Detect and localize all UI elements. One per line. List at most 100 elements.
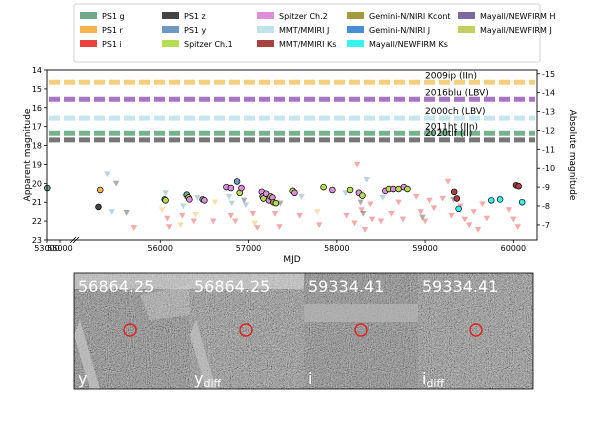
legend-label: Gemini-N/NIRI Kcont xyxy=(369,12,451,21)
upper-limit-marker xyxy=(315,222,323,229)
detection-marker xyxy=(291,189,298,197)
cutout-band-label: i xyxy=(308,369,312,388)
y-right-tick-label: -7 xyxy=(542,221,550,230)
x-tick-label: 60000 xyxy=(501,244,526,253)
legend-label: MMT/MMIRI Ks xyxy=(279,40,336,49)
upper-limit-marker xyxy=(357,199,364,206)
upper-limit-marker xyxy=(361,227,369,233)
legend-swatch xyxy=(347,26,364,33)
cutout-mjd-label: 56864.25 xyxy=(194,277,270,296)
y-right-tick-label: -8 xyxy=(542,202,550,211)
legend-label: MMT/MMIRI J xyxy=(279,26,329,35)
legend-swatch xyxy=(257,40,274,47)
upper-limit-marker xyxy=(298,193,305,200)
upper-limit-marker xyxy=(351,220,358,227)
detection-marker xyxy=(227,184,235,192)
upper-limit-marker xyxy=(180,203,187,210)
detection-marker xyxy=(96,186,104,194)
upper-limit-marker xyxy=(419,214,426,221)
y-tick-label: 17 xyxy=(32,123,42,132)
legend-swatch xyxy=(162,40,179,47)
detection-marker xyxy=(329,186,336,194)
upper-limit-marker xyxy=(342,190,349,196)
detection-marker xyxy=(162,197,169,204)
light-curve-plot: 2009ip (IIn)2016blu (LBV)2000ch (LBV)201… xyxy=(23,66,577,265)
upper-limit-marker xyxy=(276,224,283,230)
legend-label: PS1 i xyxy=(102,40,122,49)
upper-limit-marker xyxy=(225,193,233,200)
legend-label: PS1 r xyxy=(102,26,124,35)
detection-marker xyxy=(488,197,495,204)
upper-limit-marker xyxy=(358,207,365,213)
y-right-tick-label: -14 xyxy=(542,89,555,98)
y-tick-label: 20 xyxy=(32,179,42,188)
upper-limit-marker xyxy=(377,218,385,225)
upper-limit-marker xyxy=(444,178,452,185)
legend-label: Mayall/NEWFIRM J xyxy=(480,26,552,35)
legend-swatch xyxy=(458,26,475,33)
detection-marker xyxy=(453,195,461,202)
cutout-panel: 59334.41 i xyxy=(304,273,418,389)
detection-marker xyxy=(272,199,280,207)
upper-limit-marker xyxy=(343,212,350,219)
y-axis-right-ticks: -15 -14 -13 -12 -11 -10 -9 -8 -7 xyxy=(537,70,555,230)
upper-limit-markers xyxy=(104,161,521,233)
reference-label: 2000ch (LBV) xyxy=(425,107,486,117)
upper-limit-marker xyxy=(461,216,468,223)
legend-swatch xyxy=(347,40,364,47)
upper-limit-marker xyxy=(479,201,486,208)
legend-swatch xyxy=(80,12,97,19)
legend-swatch xyxy=(162,26,179,33)
y-tick-label: 14 xyxy=(32,66,42,75)
upper-limit-marker xyxy=(211,199,219,206)
upper-limit-marker xyxy=(296,212,303,219)
upper-limit-marker xyxy=(470,209,477,215)
x-axis-label: MJD xyxy=(283,255,300,265)
upper-limit-marker xyxy=(123,210,130,216)
legend-label: Gemini-N/NIRI J xyxy=(369,26,430,35)
upper-limit-marker xyxy=(388,210,395,217)
upper-limit-marker xyxy=(363,176,371,183)
upper-limit-marker xyxy=(190,218,198,225)
upper-limit-marker xyxy=(158,207,166,213)
legend-label: PS1 y xyxy=(184,26,207,35)
cutouts-frame xyxy=(73,272,534,390)
upper-limit-marker xyxy=(353,161,361,168)
upper-limit-marker xyxy=(164,215,171,222)
legend-label: Mayall/NEWFIRM Ks xyxy=(369,40,448,49)
legend-swatch xyxy=(458,12,475,19)
image-cutouts: 56864.25 y 56864.25 ydiff 59334.41 i 593… xyxy=(73,272,534,390)
upper-limit-marker xyxy=(249,210,257,217)
upper-limit-marker xyxy=(242,202,250,209)
upper-limit-marker xyxy=(430,205,438,212)
upper-limit-marker xyxy=(395,199,402,206)
axis-break-mark xyxy=(69,236,80,244)
cutout-panel: 56864.25 ydiff xyxy=(190,273,304,390)
upper-limit-marker xyxy=(439,195,446,202)
detection-marker xyxy=(450,188,458,196)
legend-label: Spitzer Ch.1 xyxy=(184,40,233,49)
y-axis-right-label: Absolute magnitude xyxy=(567,110,577,201)
reference-event-labels: 2009ip (IIn) 2016blu (LBV) 2000ch (LBV) 201… xyxy=(425,71,489,139)
detection-marker xyxy=(518,198,526,206)
upper-limit-marker xyxy=(179,212,186,219)
y-axis-label: Apparent magnitude xyxy=(23,108,33,201)
upper-limit-marker xyxy=(112,180,120,187)
legend-items: PS1 g PS1 r PS1 i PS1 z PS1 y Spitzer Ch.1 Spi… xyxy=(80,12,556,49)
target-marker-circle xyxy=(354,323,368,337)
y-tick-label: 15 xyxy=(32,85,42,94)
y-tick-label: 23 xyxy=(32,236,42,245)
reference-label: 2020tlf (II) xyxy=(425,129,472,139)
upper-limit-marker xyxy=(421,218,429,225)
upper-limit-marker xyxy=(367,201,374,208)
upper-limit-marker xyxy=(360,210,367,217)
upper-limit-marker xyxy=(228,200,235,207)
y-right-tick-label: -15 xyxy=(542,70,555,79)
upper-limit-marker xyxy=(108,209,115,215)
plot-frame xyxy=(46,69,538,241)
legend-frame xyxy=(73,3,541,63)
upper-limit-marker xyxy=(177,222,184,229)
upper-limit-marker xyxy=(417,209,424,215)
y-tick-label: 16 xyxy=(32,104,42,113)
target-marker-circle xyxy=(123,323,137,337)
